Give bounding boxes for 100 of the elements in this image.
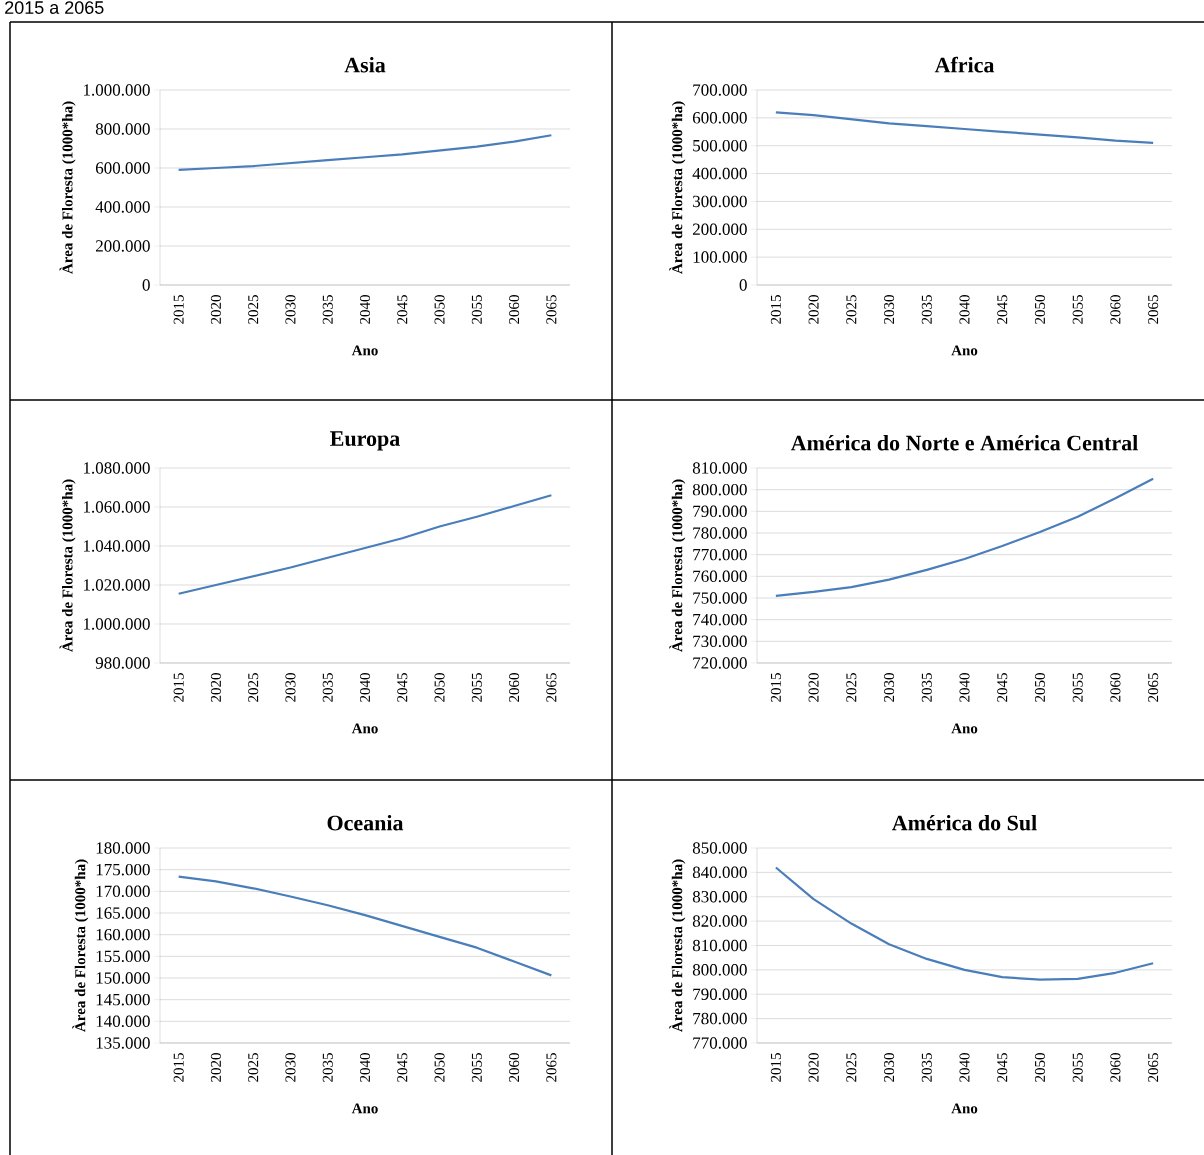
y-tick-label: 770.000: [693, 1037, 747, 1049]
y-axis-title: Àrea de Floresta (1000*ha): [669, 479, 686, 652]
x-tick-label: 2035: [322, 673, 333, 702]
y-tick-label: 400.000: [95, 201, 150, 213]
y-tick-label: 180.000: [96, 842, 150, 854]
x-tick-label: 2045: [997, 673, 1008, 702]
y-tick-label: 730.000: [693, 635, 747, 648]
y-tick-label: 300.000: [693, 195, 747, 208]
x-tick-label: 2065: [546, 295, 557, 324]
y-tick-label: 820.000: [692, 915, 747, 927]
x-tick-label: 2060: [1110, 673, 1121, 702]
x-tick-label: 2015: [173, 1053, 184, 1082]
x-tick-label: 2035: [921, 1053, 932, 1082]
x-tick-label: 2020: [210, 1053, 221, 1082]
y-tick-label: 1.080.000: [83, 462, 150, 474]
x-tick-label: 2065: [546, 1053, 557, 1082]
y-tick-label: 160.000: [96, 928, 150, 941]
y-tick-label: 760.000: [693, 570, 747, 583]
x-tick-label: 2060: [509, 1053, 520, 1082]
x-tick-label: 2025: [846, 1053, 857, 1082]
x-tick-label: 2015: [770, 295, 781, 324]
x-tick-label: 2025: [248, 295, 259, 324]
y-axis-title: Àrea de Floresta (1000*ha): [669, 859, 686, 1032]
y-tick-label: 800.000: [692, 964, 747, 976]
x-tick-label: 2040: [959, 295, 970, 324]
y-tick-label: 810.000: [692, 462, 747, 474]
y-tick-label: 135.000: [96, 1037, 150, 1049]
y-tick-label: 750.000: [693, 592, 747, 604]
y-tick-label: 1.000.000: [83, 618, 150, 630]
y-tick-label: 0: [739, 279, 747, 291]
x-tick-label: 2040: [959, 1053, 970, 1082]
x-tick-label: 2055: [471, 295, 482, 324]
x-tick-label: 2020: [808, 1053, 819, 1082]
y-tick-label: 830.000: [692, 890, 747, 903]
x-tick-label: 2050: [434, 1053, 445, 1082]
y-tick-label: 790.000: [693, 505, 747, 518]
x-tick-label: 2055: [471, 673, 482, 702]
text: 2015 a 2065: [5, 1, 104, 14]
x-axis-title: Ano: [351, 345, 378, 356]
x-tick-label: 2030: [285, 295, 296, 324]
x-tick-label: 2055: [1072, 295, 1083, 324]
x-tick-label: 2065: [546, 673, 557, 702]
x-tick-label: 2015: [173, 673, 184, 702]
x-axis-title: Ano: [951, 723, 978, 734]
x-tick-label: 2035: [921, 673, 932, 702]
x-tick-label: 2015: [770, 673, 781, 702]
x-tick-label: 2055: [1072, 1053, 1083, 1082]
y-tick-label: 1.060.000: [83, 501, 150, 513]
x-tick-label: 2060: [1110, 1053, 1121, 1082]
chart-title: América do Norte e América Central: [790, 434, 1138, 451]
chart-title: Oceania: [327, 814, 404, 831]
y-axis-title: Àrea de Floresta (1000*ha): [72, 859, 89, 1032]
x-tick-label: 2040: [359, 1053, 371, 1082]
y-axis-title: Àrea de Floresta (1000*ha): [59, 479, 76, 652]
y-tick-label: 200.000: [692, 223, 747, 236]
chart-title: Africa: [934, 56, 995, 73]
x-tick-label: 2045: [997, 1053, 1008, 1082]
chart-title: Europa: [330, 431, 400, 451]
x-tick-label: 2030: [883, 295, 895, 324]
x-tick-label: 2035: [921, 295, 932, 324]
x-tick-label: 2060: [509, 673, 520, 702]
y-tick-label: 600.000: [692, 112, 747, 124]
x-axis-title: Ano: [951, 1103, 978, 1114]
x-axis-title: Ano: [351, 1103, 378, 1114]
y-tick-label: 145.000: [96, 993, 150, 1006]
y-tick-label: 700.000: [693, 84, 747, 96]
x-tick-label: 2020: [210, 295, 221, 324]
y-tick-label: 740.000: [693, 613, 747, 626]
x-tick-label: 2065: [1148, 295, 1159, 324]
x-tick-label: 2020: [808, 673, 819, 702]
y-tick-label: 155.000: [96, 950, 150, 963]
y-tick-label: 400.000: [692, 167, 747, 180]
y-tick-label: 200.000: [95, 240, 150, 252]
chart-title: Asia: [344, 56, 386, 73]
y-tick-label: 980.000: [95, 657, 150, 669]
x-tick-label: 2040: [959, 673, 970, 702]
chart-title: América do Sul: [892, 814, 1037, 831]
x-tick-label: 2030: [883, 673, 895, 702]
x-axis-title: Ano: [351, 723, 378, 734]
y-tick-label: 1.000.000: [83, 84, 150, 96]
x-tick-label: 2025: [846, 295, 857, 324]
y-tick-label: 0: [142, 279, 150, 291]
x-tick-label: 2020: [210, 673, 221, 702]
x-tick-label: 2035: [322, 1053, 333, 1082]
y-tick-label: 1.040.000: [83, 540, 150, 552]
y-tick-label: 780.000: [693, 1012, 747, 1025]
x-tick-label: 2030: [883, 1053, 895, 1082]
x-tick-label: 2050: [1034, 673, 1046, 702]
x-axis-title: Ano: [951, 345, 978, 356]
x-tick-label: 2045: [397, 673, 408, 702]
x-tick-label: 2015: [173, 295, 184, 324]
x-tick-label: 2050: [1034, 1053, 1046, 1082]
x-tick-label: 2050: [434, 295, 445, 324]
x-tick-label: 2020: [808, 295, 819, 324]
y-tick-label: 790.000: [693, 988, 747, 1001]
line-series: [774, 866, 1155, 981]
x-tick-label: 2045: [397, 1053, 408, 1082]
x-tick-label: 2030: [285, 673, 296, 702]
x-tick-label: 2025: [248, 673, 259, 702]
y-tick-label: 810.000: [692, 939, 747, 952]
